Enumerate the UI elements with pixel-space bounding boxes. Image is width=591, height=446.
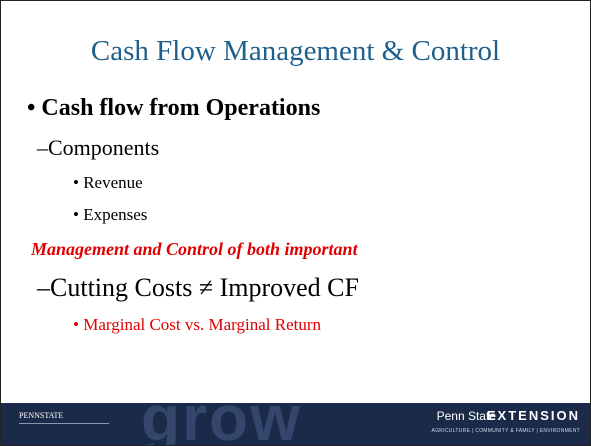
- sub-sub-bullet: • Marginal Cost vs. Marginal Return: [73, 315, 322, 334]
- sub-sub-bullet: • Expenses: [73, 205, 148, 224]
- bullet: • Cash flow from Operations: [27, 95, 321, 121]
- footer: grow PENNSTATE Penn State EXTENSION AGRI…: [1, 403, 590, 445]
- logo: PENNSTATE: [19, 411, 64, 420]
- tagline: AGRICULTURE | COMMUNITY & FAMILY | ENVIR…: [431, 428, 580, 434]
- watermark: grow: [141, 403, 302, 445]
- slide-title: Cash Flow Management & Control: [90, 35, 501, 67]
- sub-bullet: –Cutting Costs ≠ Improved CF: [37, 273, 359, 302]
- brand-bold: EXTENSION: [486, 408, 580, 423]
- emphasis: Management and Control of both important: [31, 239, 358, 259]
- sub-sub-bullet: • Revenue: [73, 173, 143, 192]
- brand: Penn State: [436, 409, 496, 423]
- logo-line: [19, 423, 109, 424]
- sub-bullet: –Components: [37, 135, 160, 160]
